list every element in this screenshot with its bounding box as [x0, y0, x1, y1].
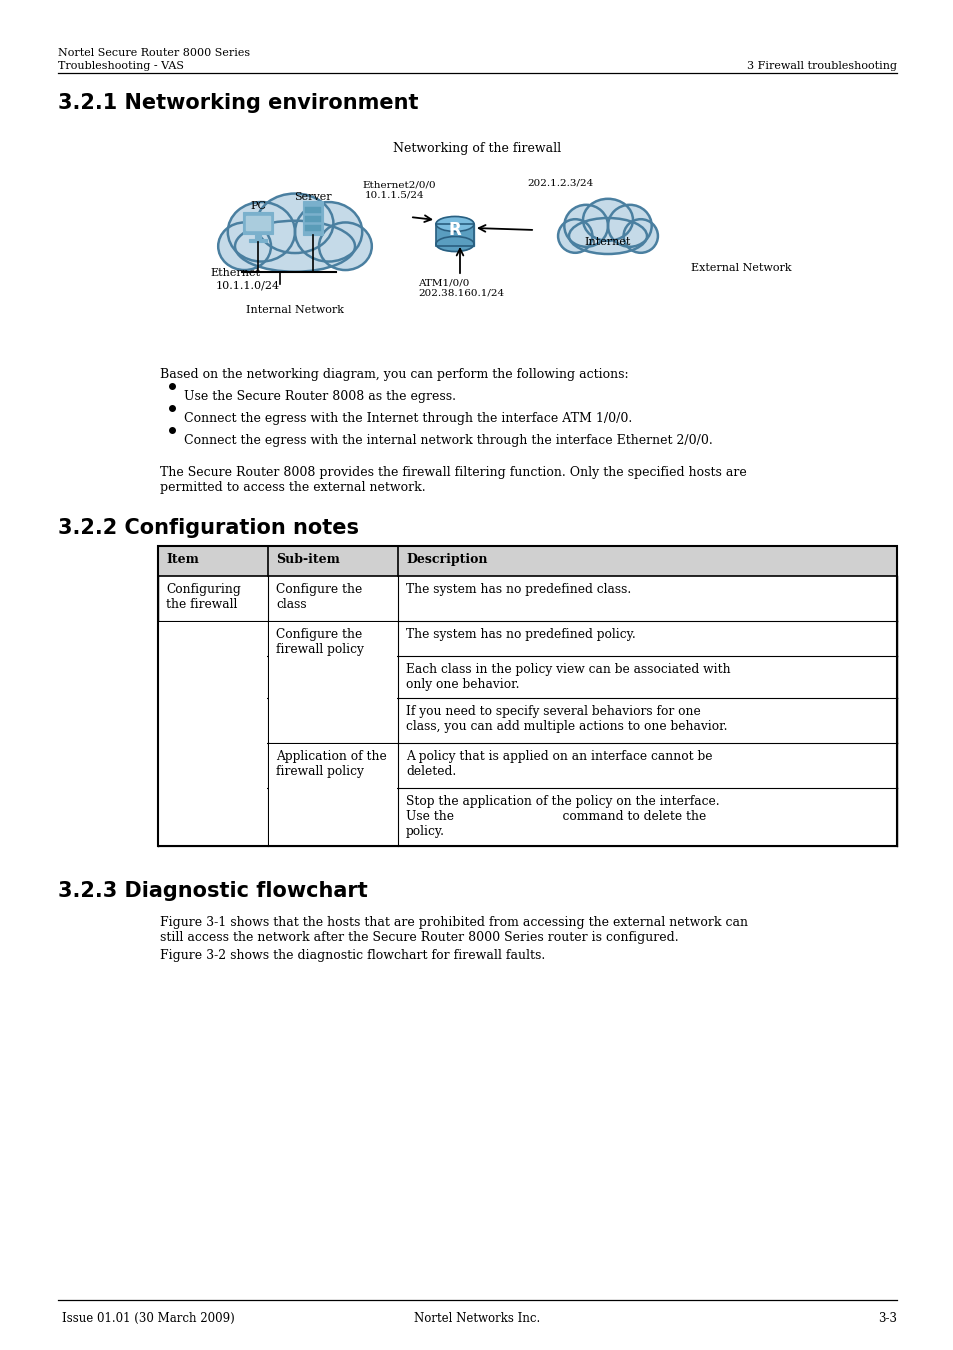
- Bar: [243, 212, 273, 234]
- Text: 3.2.3 Diagnostic flowchart: 3.2.3 Diagnostic flowchart: [58, 882, 367, 900]
- Bar: [436, 224, 474, 246]
- Ellipse shape: [228, 202, 294, 262]
- Text: 3.2.2 Configuration notes: 3.2.2 Configuration notes: [58, 518, 358, 539]
- Bar: [159, 622, 267, 845]
- Bar: [246, 216, 270, 230]
- Text: Connect the egress with the Internet through the interface ATM 1/0/0.: Connect the egress with the Internet thr…: [184, 412, 632, 425]
- Ellipse shape: [436, 236, 474, 251]
- Text: Connect the egress with the internal network through the interface Ethernet 2/0/: Connect the egress with the internal net…: [184, 433, 712, 447]
- Text: Description: Description: [406, 554, 487, 566]
- Text: 3 Firewall troubleshooting: 3 Firewall troubleshooting: [746, 61, 896, 72]
- Bar: [269, 622, 396, 742]
- Text: Nortel Networks Inc.: Nortel Networks Inc.: [414, 1312, 539, 1324]
- Text: Configure the
firewall policy: Configure the firewall policy: [275, 628, 363, 656]
- Bar: [305, 216, 320, 221]
- Text: Configure the
class: Configure the class: [275, 583, 362, 612]
- Text: 3.2.1 Networking environment: 3.2.1 Networking environment: [58, 93, 418, 113]
- Ellipse shape: [568, 217, 646, 254]
- Text: 10.1.1.0/24: 10.1.1.0/24: [215, 279, 280, 290]
- Text: 202.1.2.3/24: 202.1.2.3/24: [526, 178, 593, 188]
- Ellipse shape: [564, 205, 607, 247]
- Ellipse shape: [218, 223, 271, 270]
- Text: Based on the networking diagram, you can perform the following actions:: Based on the networking diagram, you can…: [160, 369, 628, 381]
- Text: 10.1.1.5/24: 10.1.1.5/24: [365, 190, 424, 200]
- Ellipse shape: [234, 221, 355, 271]
- Bar: [158, 545, 896, 846]
- Bar: [269, 744, 396, 845]
- Ellipse shape: [558, 219, 592, 252]
- Bar: [249, 239, 267, 242]
- Bar: [436, 224, 474, 246]
- Ellipse shape: [582, 198, 632, 240]
- Bar: [158, 545, 896, 576]
- Text: 3-3: 3-3: [877, 1312, 896, 1324]
- Text: 202.38.160.1/24: 202.38.160.1/24: [417, 289, 503, 298]
- Text: The Secure Router 8008 provides the firewall filtering function. Only the specif: The Secure Router 8008 provides the fire…: [160, 466, 746, 494]
- Text: Sub-item: Sub-item: [275, 554, 339, 566]
- Bar: [158, 545, 896, 576]
- Text: Nortel Secure Router 8000 Series: Nortel Secure Router 8000 Series: [58, 49, 250, 58]
- Bar: [305, 225, 320, 231]
- Text: Configure the
firewall policy: Configure the firewall policy: [275, 628, 363, 656]
- Ellipse shape: [256, 193, 333, 252]
- Text: R: R: [448, 221, 461, 239]
- Text: Troubleshooting - VAS: Troubleshooting - VAS: [58, 61, 184, 72]
- Text: Use the Secure Router 8008 as the egress.: Use the Secure Router 8008 as the egress…: [184, 390, 456, 404]
- Text: ATM1/0/0: ATM1/0/0: [417, 278, 469, 288]
- Text: Ethernet: Ethernet: [210, 269, 260, 278]
- Text: Stop the application of the policy on the interface.
Use the                    : Stop the application of the policy on th…: [406, 795, 719, 838]
- Text: Figure 3-1 shows that the hosts that are prohibited from accessing the external : Figure 3-1 shows that the hosts that are…: [160, 917, 747, 944]
- Ellipse shape: [623, 219, 658, 252]
- Text: If you need to specify several behaviors for one
class, you can add multiple act: If you need to specify several behaviors…: [406, 705, 727, 733]
- Bar: [305, 207, 320, 213]
- Text: Figure 3-2 shows the diagnostic flowchart for firewall faults.: Figure 3-2 shows the diagnostic flowchar…: [160, 949, 545, 963]
- Ellipse shape: [318, 223, 372, 270]
- Ellipse shape: [294, 202, 362, 262]
- Text: Internet: Internet: [584, 238, 631, 247]
- Text: Each class in the policy view can be associated with
only one behavior.: Each class in the policy view can be ass…: [406, 663, 730, 691]
- Text: Issue 01.01 (30 March 2009): Issue 01.01 (30 March 2009): [62, 1312, 234, 1324]
- Bar: [303, 201, 323, 235]
- Text: Configuring
the firewall: Configuring the firewall: [166, 583, 240, 612]
- Text: Networking of the firewall: Networking of the firewall: [393, 142, 560, 155]
- Text: External Network: External Network: [690, 263, 791, 273]
- Text: The system has no predefined class.: The system has no predefined class.: [406, 583, 631, 595]
- Text: Application of the
firewall policy: Application of the firewall policy: [275, 751, 386, 778]
- Text: The system has no predefined policy.: The system has no predefined policy.: [406, 628, 635, 641]
- Text: Server: Server: [294, 192, 332, 202]
- Text: Application of the
firewall policy: Application of the firewall policy: [275, 751, 386, 778]
- Text: Item: Item: [166, 554, 198, 566]
- Text: Ethernet2/0/0: Ethernet2/0/0: [361, 180, 436, 189]
- Text: A policy that is applied on an interface cannot be
deleted.: A policy that is applied on an interface…: [406, 751, 712, 778]
- Ellipse shape: [607, 205, 651, 247]
- Bar: [254, 234, 261, 240]
- Text: Internal Network: Internal Network: [246, 305, 344, 315]
- Text: PC: PC: [250, 201, 266, 211]
- Ellipse shape: [436, 216, 474, 231]
